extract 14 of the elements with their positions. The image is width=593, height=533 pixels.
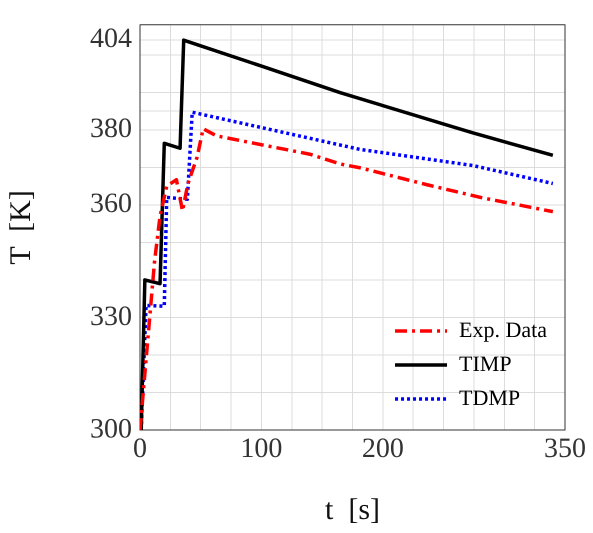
y-tick-label: 330 bbox=[90, 300, 132, 332]
y-axis-title: T [K] bbox=[4, 190, 37, 265]
y-tick-label: 380 bbox=[90, 113, 132, 144]
x-tick-label: 0 bbox=[133, 433, 147, 464]
x-tick-label: 100 bbox=[240, 433, 282, 464]
y-tick-label: 404 bbox=[90, 23, 132, 54]
y-tick-label: 300 bbox=[90, 413, 132, 444]
y-tick-label: 360 bbox=[90, 188, 132, 220]
legend-label: Exp. Data bbox=[459, 316, 548, 342]
x-tick-label: 350 bbox=[544, 433, 586, 464]
x-tick-label: 200 bbox=[362, 433, 404, 464]
legend-label: TDMP bbox=[459, 384, 520, 410]
x-axis-title: t [s] bbox=[325, 492, 380, 526]
legend-label: TIMP bbox=[459, 350, 512, 376]
